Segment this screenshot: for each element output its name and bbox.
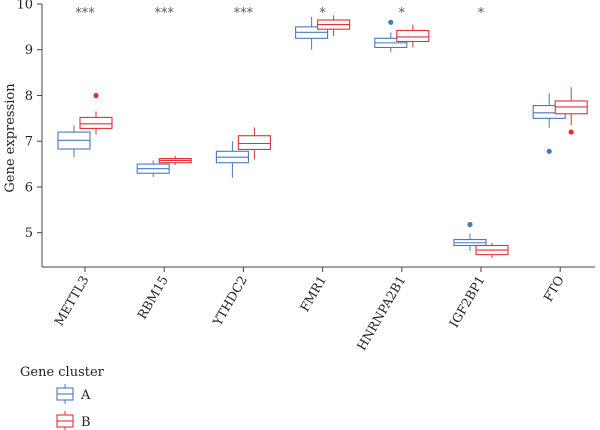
legend-title: Gene cluster [20, 365, 105, 380]
box-b [475, 242, 509, 258]
plot-area: 5 6 7 8 9 10 METTL3 *** RBM15 *** YTHDC2 *** FMR1 * HN… [16, 0, 595, 353]
box-body [396, 29, 430, 43]
significance-label: * [399, 6, 406, 21]
box-b [158, 155, 192, 166]
box-body [79, 116, 113, 129]
box-a [136, 160, 170, 177]
box-a [453, 221, 487, 251]
x-tick-label: YTHDC2 [209, 273, 250, 329]
y-tick-label: 9 [25, 43, 33, 58]
significance-label: *** [75, 6, 95, 21]
box-b [79, 92, 113, 135]
box-b [396, 24, 430, 48]
box-b [554, 87, 588, 135]
x-tick-label: FTO [540, 273, 567, 304]
significance-label: *** [234, 6, 254, 21]
y-tick-label: 6 [25, 180, 33, 195]
box-a [295, 16, 329, 50]
y-axis-title: Gene expression [3, 83, 18, 193]
legend-label: B [81, 415, 91, 430]
legend-item-a: A [56, 384, 91, 404]
box-a [57, 125, 91, 158]
outlier-point [467, 221, 473, 228]
significance-label: * [319, 6, 326, 21]
legend-item-b: B [56, 411, 91, 430]
box-body [237, 135, 271, 151]
outlier-point [93, 92, 99, 99]
box-b [317, 15, 351, 37]
y-tick-label: 8 [25, 89, 33, 104]
outlier-point [568, 129, 574, 135]
box-a [374, 19, 408, 53]
x-tick-label: FMR1 [297, 273, 329, 314]
y-tick-label: 7 [25, 135, 33, 150]
outlier-point [546, 148, 552, 154]
x-tick-label: HNRNPA2B1 [354, 273, 409, 353]
legend: Gene cluster AB [20, 365, 105, 430]
y-tick-label: 10 [16, 0, 33, 13]
legend-label: A [80, 388, 91, 403]
x-tick-label: RBM15 [134, 273, 171, 321]
outlier-point [388, 19, 394, 25]
box-b [237, 127, 271, 160]
y-tick-label: 5 [25, 226, 33, 241]
significance-label: * [478, 6, 485, 21]
box-a [215, 141, 249, 178]
x-tick-label: IGF2BP1 [446, 273, 488, 330]
x-tick-label: METTL3 [51, 273, 92, 328]
significance-label: *** [154, 6, 174, 21]
